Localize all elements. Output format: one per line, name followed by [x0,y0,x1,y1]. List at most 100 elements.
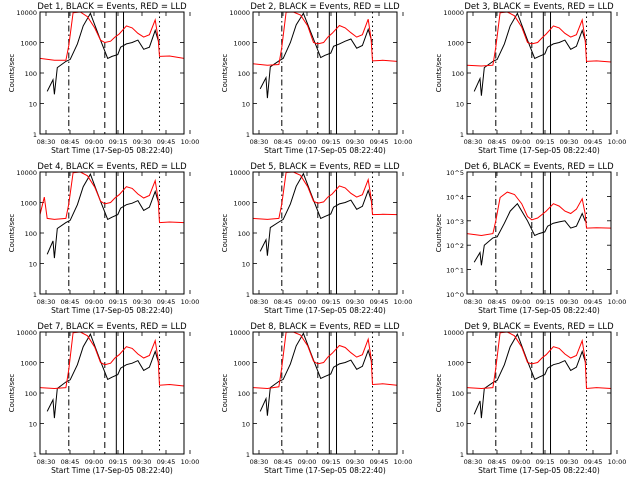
series-events-line [46,173,160,259]
x-tick-label: 08:45 [274,138,293,146]
y-tick-label: 10 [455,420,463,428]
detector-chart: Det 2, BLACK = Events, RED = LLD 1 10 100 10… [221,2,412,155]
y-tick-label: 10 [29,100,37,108]
x-tick-label: 10:00 [181,298,200,306]
y-tick-label: 1 [33,131,37,139]
y-tick-label: 1000 [447,360,464,368]
x-axis-label: Start Time (17-Sep-05 08:22:40) [264,466,386,475]
x-tick-label: 09:45 [370,298,389,306]
series-group [39,332,184,419]
chart-title: Det 6, BLACK = Events, RED = LLD [464,162,614,172]
detector-chart: Det 9, BLACK = Events, RED = LLD 1 10 100 10… [435,322,626,475]
series-events-line [473,12,587,96]
y-tick-label: 10000 [16,9,37,17]
x-tick-label: 09:15 [109,138,128,146]
x-tick-label: 09:00 [85,458,104,466]
y-tick-label: 100 [451,70,463,78]
x-tick-label: 09:00 [85,298,104,306]
series-lld-line [466,191,611,237]
x-tick-label: 09:30 [559,298,578,306]
x-tick-label: 09:15 [535,138,554,146]
chart-title: Det 5, BLACK = Events, RED = LLD [251,162,401,172]
y-tick-label: 1000 [20,40,37,48]
x-tick-label: 09:15 [322,298,341,306]
detector-chart: Det 7, BLACK = Events, RED = LLD 1 10 100 10… [8,322,199,475]
detector-chart: Det 8, BLACK = Events, RED = LLD 1 10 100 10… [221,322,412,475]
y-axis-label: Counts/sec [8,54,16,93]
detector-chart: Det 1, BLACK = Events, RED = LLD 1 10 100 10… [8,2,200,155]
y-tick-label: 10 [242,100,250,108]
x-tick-label: 08:45 [487,138,506,146]
series-lld-line [253,12,398,66]
series-group [39,12,184,95]
x-tick-label: 10:00 [607,458,626,466]
y-axis-label: Counts/sec [8,374,16,413]
y-tick-label: 10000 [230,169,251,177]
x-tick-label: 09:45 [583,298,602,306]
x-tick-label: 08:45 [274,458,293,466]
x-tick-label: 09:45 [157,458,176,466]
y-tick-label: 10^1 [446,267,464,275]
x-axis-label: Start Time (17-Sep-05 08:22:40) [478,146,600,155]
y-tick-label: 10 [242,420,250,428]
x-tick-label: 10:00 [607,138,626,146]
x-tick-label: 08:45 [274,298,293,306]
x-axis-label: Start Time (17-Sep-05 08:22:40) [51,306,173,315]
y-tick-label: 10^2 [446,242,464,250]
x-tick-label: 08:45 [61,138,80,146]
detector-chart: Det 3, BLACK = Events, RED = LLD 1 10 100 10… [435,2,626,155]
y-axis-label: Counts/sec [221,374,229,413]
y-tick-label: 1 [460,451,464,459]
x-tick-label: 09:00 [298,458,317,466]
x-tick-label: 09:30 [133,138,152,146]
plot-frame [466,171,612,295]
plot-frame [39,171,185,295]
x-tick-label: 09:00 [298,138,317,146]
series-group [466,12,611,96]
x-tick-label: 09:00 [511,298,530,306]
y-tick-label: 1000 [20,200,37,208]
y-tick-label: 10 [29,420,37,428]
y-tick-label: 1 [246,131,250,139]
y-tick-label: 10000 [230,9,251,17]
series-group [253,172,398,256]
x-tick-label: 08:45 [487,298,506,306]
y-tick-label: 1 [460,131,464,139]
x-tick-label: 09:15 [322,458,341,466]
x-tick-label: 09:15 [535,298,554,306]
x-tick-label: 09:30 [133,458,152,466]
series-lld-line [39,172,184,224]
y-tick-label: 10 [242,260,250,268]
y-tick-label: 1 [33,451,37,459]
y-tick-label: 1000 [234,360,251,368]
x-tick-label: 10:00 [181,138,200,146]
y-tick-label: 1000 [234,200,251,208]
series-lld-line [466,12,611,67]
x-tick-label: 09:30 [559,458,578,466]
y-axis-label: Counts/sec [221,54,229,93]
x-tick-label: 09:15 [322,138,341,146]
y-tick-label: 10^4 [446,193,464,201]
chart-title: Det 7, BLACK = Events, RED = LLD [37,322,187,332]
detector-chart: Det 4, BLACK = Events, RED = LLD 1 10 100 10… [8,162,200,315]
series-group [466,191,611,266]
series-group [253,12,398,99]
y-tick-label: 10000 [16,329,37,337]
x-tick-label: 08:45 [61,298,80,306]
plot-frame [252,11,398,135]
x-tick-label: 08:30 [463,298,482,306]
y-tick-label: 100 [25,230,37,238]
x-axis-label: Start Time (17-Sep-05 08:22:40) [478,466,600,475]
x-axis-label: Start Time (17-Sep-05 08:22:40) [51,466,173,475]
y-axis-label: Counts/sec [221,214,229,253]
y-tick-label: 1000 [234,40,251,48]
y-tick-label: 10000 [443,9,464,17]
y-tick-label: 100 [238,390,250,398]
x-axis-label: Start Time (17-Sep-05 08:22:40) [264,306,386,315]
x-tick-label: 08:30 [37,298,56,306]
detector-chart: Det 6, BLACK = Events, RED = LLD 10^0 10^1… [435,162,626,315]
series-group [466,332,611,419]
x-tick-label: 08:30 [250,138,269,146]
y-tick-label: 10000 [230,329,251,337]
plot-frame [252,171,398,295]
